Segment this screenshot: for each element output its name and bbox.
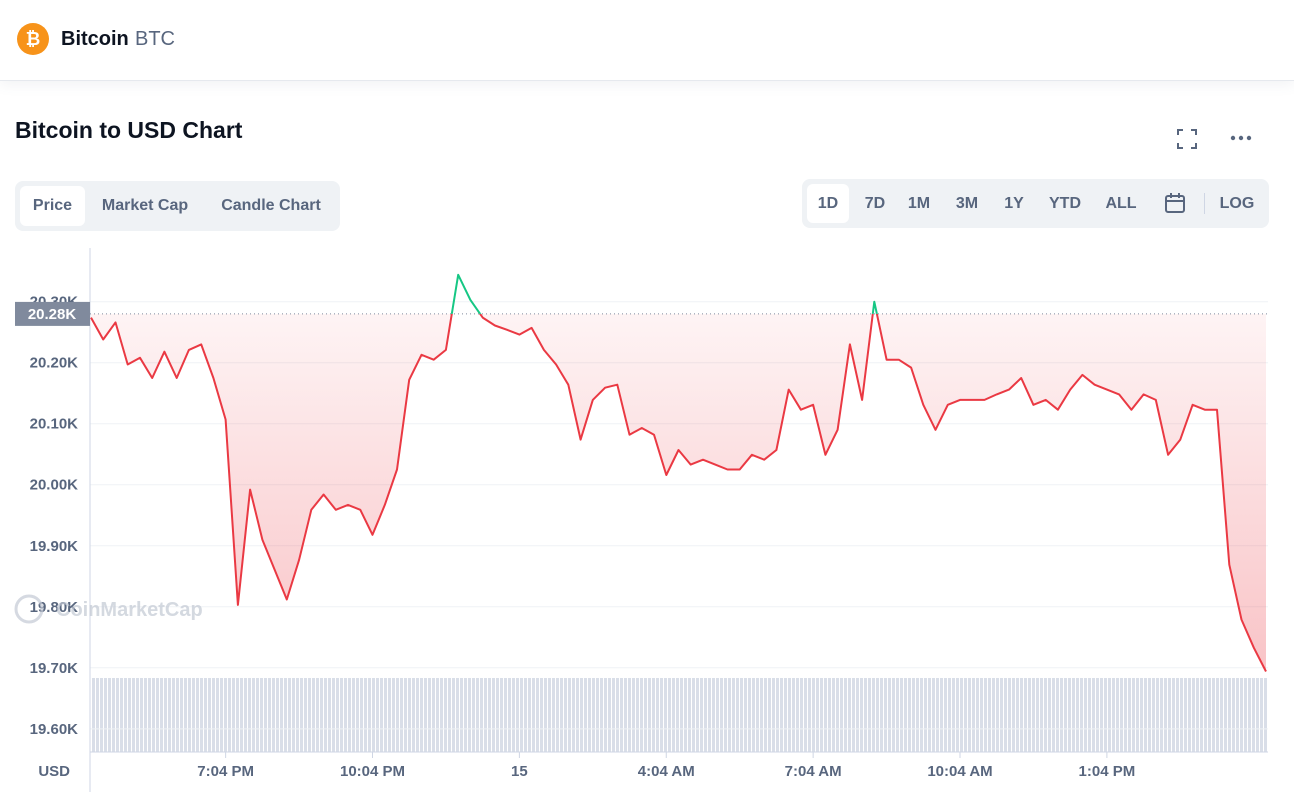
watermark-logo <box>14 594 44 624</box>
x-tick-label: 10:04 PM <box>340 763 405 780</box>
x-tick-label: 4:04 AM <box>638 763 695 780</box>
x-tick-label: 7:04 PM <box>197 763 254 780</box>
tab-candle[interactable]: Candle Chart <box>221 197 321 214</box>
chart-title: Bitcoin to USD Chart <box>15 117 243 143</box>
y-tick-label: 19.60K <box>30 721 79 738</box>
y-tick-label: 19.70K <box>30 660 79 677</box>
reference-label-box <box>15 301 90 326</box>
y-unit-label: USD <box>38 763 70 780</box>
y-tick-label: 19.90K <box>30 538 79 555</box>
range-button[interactable]: YTD <box>1049 195 1081 212</box>
calendar-button[interactable] <box>1164 192 1186 214</box>
x-tick-label: 1:04 PM <box>1079 763 1136 780</box>
fullscreen-button[interactable] <box>1176 128 1198 150</box>
header: ₿ Bitcoin BTC <box>0 0 1294 81</box>
y-tick-label: 20.00K <box>30 477 79 494</box>
chart-type-tabs: Price Market Cap Candle Chart <box>15 181 340 231</box>
y-tick-label: 20.10K <box>30 416 79 433</box>
svg-text:₿: ₿ <box>26 29 41 49</box>
area-fill <box>91 313 1266 672</box>
reference-label: 20.28K <box>28 306 77 323</box>
log-button[interactable]: LOG <box>1219 195 1255 212</box>
range-button[interactable]: 1D <box>807 184 849 223</box>
range-button[interactable]: 7D <box>864 195 886 212</box>
coin-symbol: BTC <box>135 28 175 50</box>
watermark: CoinMarketCap <box>56 599 203 621</box>
volume-backdrop <box>91 678 1268 752</box>
range-button[interactable]: 1Y <box>1004 195 1024 212</box>
more-button[interactable] <box>1229 134 1253 142</box>
y-tick-label: 20.20K <box>30 355 79 372</box>
range-button[interactable]: 1M <box>907 195 931 212</box>
tab-market-cap[interactable]: Market Cap <box>101 197 189 214</box>
x-tick-label: 15 <box>511 763 528 780</box>
range-button[interactable]: 3M <box>955 195 979 212</box>
x-tick-label: 7:04 AM <box>785 763 842 780</box>
price-line-below <box>90 313 1267 672</box>
x-tick-label: 10:04 AM <box>927 763 992 780</box>
range-button[interactable]: ALL <box>1105 195 1137 212</box>
chart: 19.60K19.70K19.80K19.90K20.00K20.10K20.2… <box>14 248 1268 792</box>
bitcoin-logo: ₿ <box>17 23 49 55</box>
tab-price[interactable]: Price <box>20 186 85 226</box>
separator <box>1204 193 1205 214</box>
coin-name: Bitcoin <box>61 28 129 50</box>
range-selector: 1D 7D 1M 3M 1Y YTD ALL LOG <box>802 179 1269 228</box>
